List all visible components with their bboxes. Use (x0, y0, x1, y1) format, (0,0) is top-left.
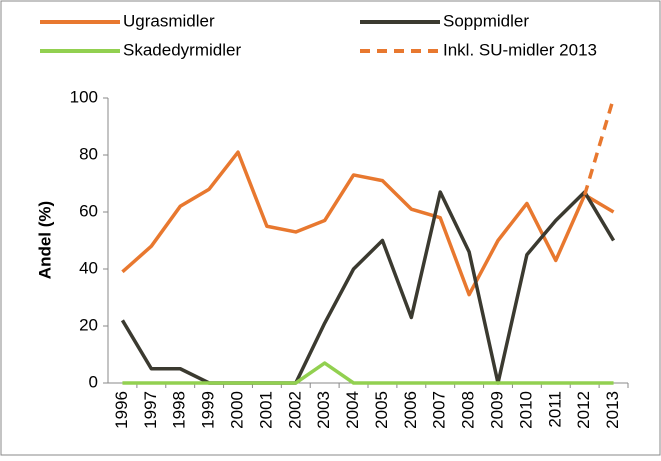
x-tick-label: 2003 (314, 391, 333, 429)
series-line (121, 150, 615, 297)
x-tick-label: 2000 (227, 391, 246, 429)
y-tick-label: 100 (70, 87, 98, 106)
legend-label: Soppmidler (443, 11, 529, 30)
x-tick-label: 2011 (545, 391, 564, 428)
x-tick-label: 1997 (141, 391, 160, 429)
x-tick-label: 1996 (112, 391, 131, 429)
x-tick-label: 2013 (603, 391, 622, 429)
y-tick-label: 20 (79, 315, 98, 334)
x-tick-label: 1998 (170, 391, 189, 429)
series-line (120, 190, 616, 385)
legend-label: Inkl. SU-midler 2013 (443, 40, 597, 59)
x-tick-label: 2008 (459, 391, 478, 429)
x-tick-label: 2012 (574, 391, 593, 429)
y-tick-label: 80 (79, 144, 98, 163)
legend-label: Ugrasmidler (123, 11, 215, 30)
x-tick-label: 2010 (516, 391, 535, 429)
x-tick-label: 1999 (199, 391, 218, 429)
x-tick-label: 2006 (401, 391, 420, 429)
x-tick-label: 2004 (343, 391, 362, 429)
y-tick-label: 40 (79, 258, 98, 277)
series-line (122, 361, 614, 385)
y-axis-label: Andel (%) (35, 201, 54, 279)
x-tick-label: 2002 (285, 391, 304, 429)
y-tick-label: 60 (79, 201, 98, 220)
legend-label: Skadedyrmidler (123, 40, 241, 59)
x-tick-label: 2007 (430, 391, 449, 429)
x-tick-label: 2001 (256, 391, 275, 429)
x-tick-label: 2009 (487, 391, 506, 429)
y-tick-label: 0 (89, 372, 98, 391)
x-tick-label: 2005 (372, 391, 391, 429)
